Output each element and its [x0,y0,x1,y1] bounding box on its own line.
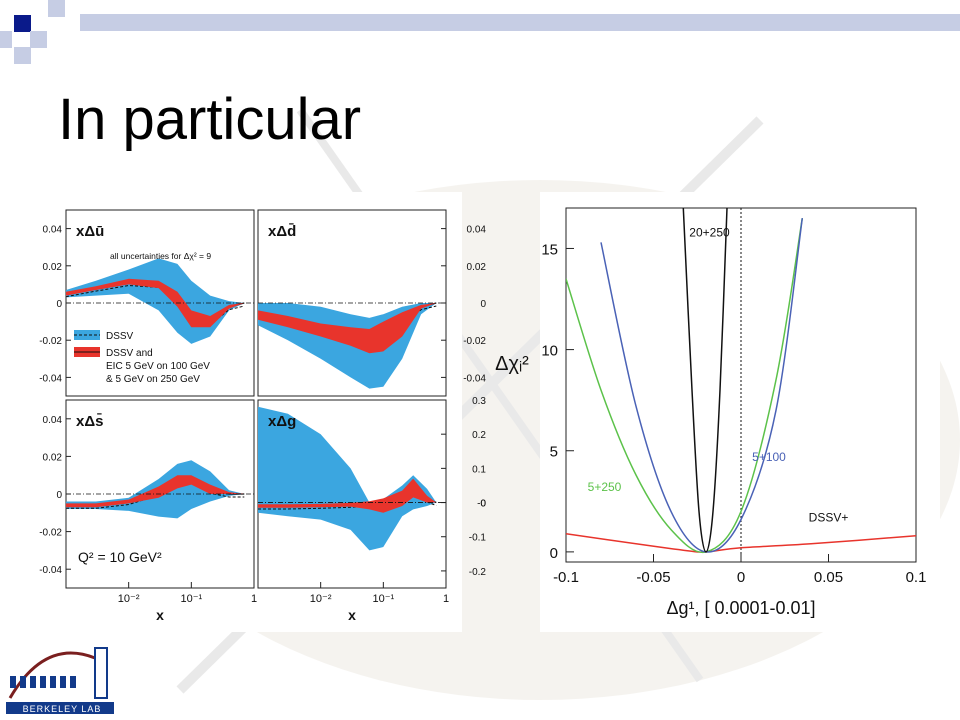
y-tick-label: -0.1 [469,533,487,544]
uncertainty-annotation: all uncertainties for Δχ² = 9 [110,251,211,261]
y-tick-label: 0 [480,299,486,310]
series-label: DSSV+ [809,511,849,525]
chi2-curve-20-250 [682,208,728,553]
panel-label: xΔg [268,413,296,430]
series-label: 5+100 [752,450,786,464]
legend-label: DSSV [106,331,134,342]
left-figure-background [30,192,462,632]
eic-uncertainty-band [66,278,245,328]
panel-label: xΔd̄ [268,222,296,240]
deco-square-light [14,47,31,64]
y-tick-label: 0.04 [467,225,487,236]
x-tick-label: 10⁻¹ [180,593,202,605]
deco-square-light [30,31,47,48]
x-tick-label: 10⁻² [118,593,140,605]
y-tick-label: 15 [541,241,558,258]
x-tick-label: 1 [443,593,449,605]
chi2-curve-5-250 [566,217,804,554]
y-tick-label: -0 [477,499,486,510]
series-label: 20+250 [689,225,730,239]
x-tick-label: -0.1 [553,569,579,586]
slide-title: In particular [58,87,362,152]
y-tick-label: 0.1 [472,464,486,475]
deco-square-light [0,31,12,48]
series-label: 5+250 [588,480,622,494]
y-tick-label: 0 [550,545,558,562]
y-tick-label: 0.04 [43,225,63,236]
y-tick-label: 0.02 [467,262,487,273]
y-tick-label: 0.2 [472,430,486,441]
panel-label: xΔū [76,223,104,240]
x-tick-label: 0 [737,569,745,586]
legend-label: EIC 5 GeV on 100 GeV [106,361,210,372]
y-tick-label: -0.04 [39,373,62,384]
y-tick-label: 0 [56,299,62,310]
x-tick-label: 10⁻¹ [372,593,394,605]
legend-label: & 5 GeV on 250 GeV [106,374,200,385]
y-tick-label: 0 [480,499,486,510]
eic-uncertainty-band [258,478,437,513]
y-tick-label: -0.04 [463,373,486,384]
berkeley-lab-logo [6,647,114,714]
y-tick-label: -0.04 [39,565,62,576]
y-tick-label: -0.02 [39,336,62,347]
y-tick-label: -0.02 [39,528,62,539]
x-axis-label: x [156,607,164,623]
deco-square-light [48,0,65,17]
y-tick-label: 10 [541,343,558,360]
y-axis-label: Δχᵢ² [495,353,529,375]
y-tick-label: -0.02 [463,336,486,347]
x-tick-label: 0.1 [906,569,927,586]
x-tick-label: 1 [251,593,257,605]
x-axis-label: Δg¹, [ 0.0001-0.01] [666,598,815,618]
title-bar-stripe [80,14,960,31]
dssv-uncertainty-band [258,406,437,551]
eic-uncertainty-band [66,475,245,508]
eic-uncertainty-band [258,303,437,354]
q2-label: Q² = 10 GeV² [78,549,162,565]
legend-label: DSSV and [106,348,153,359]
y-tick-label: 0.02 [43,452,63,463]
right-figure-background [540,192,940,632]
x-tick-label: -0.05 [636,569,670,586]
y-tick-label: -0.2 [469,567,487,578]
y-tick-label: 0 [56,490,62,501]
panel-label: xΔs̄ [76,412,103,430]
x-tick-label: 0.05 [814,569,843,586]
x-axis-label: x [348,607,356,623]
logo-text: BERKELEY LAB [22,704,102,714]
y-tick-label: 0.3 [472,396,486,407]
y-tick-label: 0.04 [43,415,63,426]
y-tick-label: 5 [550,444,558,461]
deco-square-dark [14,15,31,32]
x-tick-label: 10⁻² [310,593,332,605]
y-tick-label: 0.02 [43,262,63,273]
